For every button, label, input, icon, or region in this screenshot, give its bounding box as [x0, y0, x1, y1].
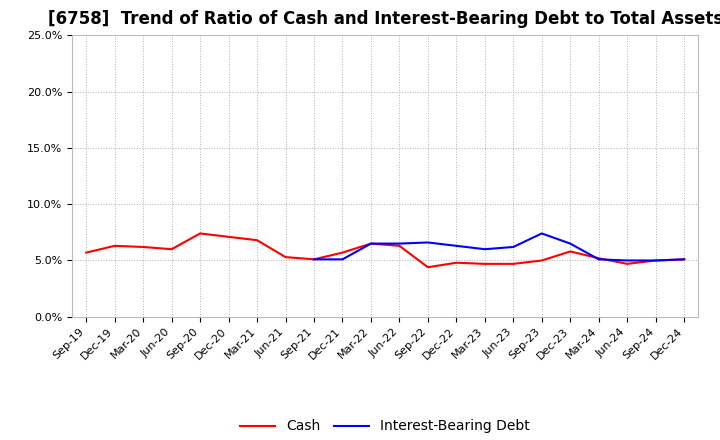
- Interest-Bearing Debt: [595, 257, 603, 262]
- Cash: [82, 250, 91, 255]
- Cash: [310, 257, 318, 262]
- Cash: [338, 250, 347, 255]
- Cash: [480, 261, 489, 267]
- Interest-Bearing Debt: [623, 258, 631, 263]
- Interest-Bearing Debt: [452, 243, 461, 249]
- Cash: [595, 256, 603, 261]
- Legend: Cash, Interest-Bearing Debt: Cash, Interest-Bearing Debt: [235, 414, 536, 439]
- Interest-Bearing Debt: [537, 231, 546, 236]
- Interest-Bearing Debt: [566, 241, 575, 246]
- Interest-Bearing Debt: [509, 244, 518, 249]
- Cash: [110, 243, 119, 249]
- Cash: [196, 231, 204, 236]
- Line: Cash: Cash: [86, 234, 684, 267]
- Interest-Bearing Debt: [310, 257, 318, 262]
- Cash: [423, 264, 432, 270]
- Cash: [139, 244, 148, 249]
- Interest-Bearing Debt: [366, 241, 375, 246]
- Cash: [566, 249, 575, 254]
- Cash: [680, 257, 688, 262]
- Cash: [253, 238, 261, 243]
- Cash: [225, 234, 233, 239]
- Cash: [537, 258, 546, 263]
- Cash: [623, 261, 631, 267]
- Line: Interest-Bearing Debt: Interest-Bearing Debt: [314, 234, 684, 260]
- Cash: [282, 254, 290, 260]
- Interest-Bearing Debt: [652, 258, 660, 263]
- Cash: [167, 246, 176, 252]
- Interest-Bearing Debt: [480, 246, 489, 252]
- Interest-Bearing Debt: [680, 257, 688, 262]
- Cash: [395, 243, 404, 249]
- Cash: [366, 241, 375, 246]
- Cash: [509, 261, 518, 267]
- Interest-Bearing Debt: [338, 257, 347, 262]
- Interest-Bearing Debt: [395, 241, 404, 246]
- Interest-Bearing Debt: [423, 240, 432, 245]
- Title: [6758]  Trend of Ratio of Cash and Interest-Bearing Debt to Total Assets: [6758] Trend of Ratio of Cash and Intere…: [48, 10, 720, 28]
- Cash: [452, 260, 461, 265]
- Cash: [652, 258, 660, 263]
